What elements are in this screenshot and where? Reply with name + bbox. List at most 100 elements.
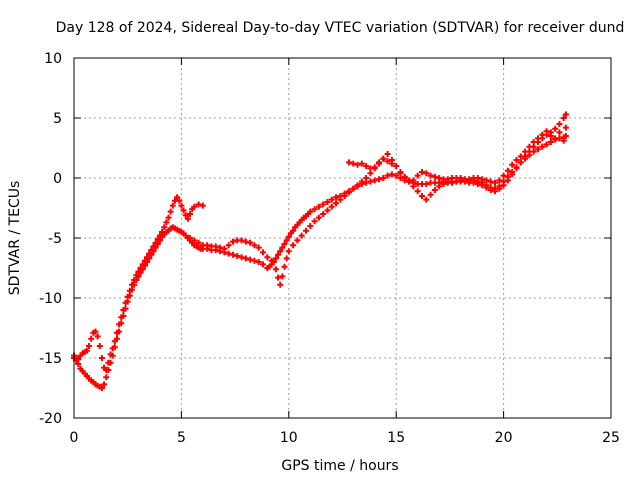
data-point <box>457 175 464 181</box>
data-point <box>492 188 499 195</box>
data-point <box>556 121 563 127</box>
data-point <box>504 177 511 184</box>
data-point <box>315 214 322 221</box>
data-point <box>133 272 140 279</box>
data-point <box>487 178 494 185</box>
data-point <box>275 274 282 281</box>
data-point <box>225 242 232 249</box>
data-point <box>562 111 569 118</box>
data-point <box>354 182 361 189</box>
data-point <box>543 128 550 135</box>
data-point <box>298 232 305 239</box>
data-point <box>500 182 507 189</box>
data-point <box>285 233 292 240</box>
data-point <box>204 242 211 249</box>
x-tick-label: 10 <box>280 430 298 446</box>
data-point <box>275 251 282 258</box>
data-point <box>311 218 318 225</box>
y-tick-label: -20 <box>39 411 62 427</box>
data-point <box>225 250 232 257</box>
data-point <box>169 202 176 209</box>
data-point <box>279 244 286 251</box>
data-point <box>410 183 417 190</box>
data-point <box>427 191 434 198</box>
data-point <box>268 257 275 264</box>
data-point <box>367 178 374 185</box>
data-point <box>255 244 262 251</box>
data-point <box>483 184 490 191</box>
data-point <box>479 176 486 183</box>
data-point <box>496 177 503 184</box>
data-point <box>547 133 554 139</box>
data-point <box>234 253 241 259</box>
data-point <box>397 170 404 177</box>
data-point <box>367 165 374 172</box>
data-points <box>71 111 569 391</box>
x-tick-label: 0 <box>70 430 79 446</box>
data-point <box>86 343 93 349</box>
data-point <box>75 356 82 363</box>
data-point <box>260 249 267 256</box>
data-point <box>285 248 292 255</box>
data-point <box>120 307 127 313</box>
data-point <box>388 160 395 167</box>
data-point <box>444 176 451 183</box>
data-point <box>414 188 421 195</box>
data-point <box>229 251 236 258</box>
data-point <box>363 163 370 169</box>
data-point <box>436 175 443 181</box>
data-point <box>350 185 357 192</box>
data-point <box>113 329 120 336</box>
data-point <box>328 196 335 203</box>
data-point <box>191 203 198 210</box>
data-point <box>260 261 267 268</box>
data-point <box>534 146 541 153</box>
data-point <box>423 181 430 187</box>
data-point <box>556 129 563 136</box>
data-point <box>184 215 191 222</box>
data-point <box>487 187 494 193</box>
x-tick-label: 20 <box>495 430 513 446</box>
data-point <box>513 165 520 172</box>
data-point <box>431 173 438 180</box>
data-point <box>560 115 567 121</box>
data-point <box>141 257 148 264</box>
data-point <box>324 199 331 205</box>
data-point <box>156 232 163 239</box>
data-point <box>139 261 146 268</box>
data-point <box>320 201 327 208</box>
data-point <box>191 237 198 244</box>
data-point <box>180 207 187 214</box>
data-point <box>307 223 314 229</box>
data-point <box>483 177 490 184</box>
data-point <box>311 206 318 213</box>
data-point <box>431 187 438 193</box>
grid-lines <box>74 58 611 418</box>
data-point <box>513 157 520 163</box>
data-point <box>474 181 481 187</box>
data-point <box>358 178 365 185</box>
data-point <box>83 347 90 354</box>
data-point <box>247 256 254 263</box>
data-point <box>150 243 157 250</box>
data-point <box>358 160 365 167</box>
data-point <box>418 169 425 175</box>
data-point <box>277 248 284 255</box>
data-point <box>277 281 284 288</box>
data-point <box>279 273 286 280</box>
data-point <box>333 194 340 201</box>
data-point <box>131 277 138 283</box>
data-point <box>517 153 524 160</box>
data-point <box>427 172 434 179</box>
data-point <box>272 255 279 262</box>
data-point <box>163 219 170 226</box>
data-point <box>159 229 166 235</box>
data-point <box>148 247 155 253</box>
y-tick-label: -15 <box>39 351 62 367</box>
data-point <box>401 175 408 181</box>
y-tick-label: 0 <box>53 171 62 187</box>
data-point <box>504 167 511 174</box>
data-point <box>543 141 550 148</box>
data-point <box>345 189 352 196</box>
data-point <box>384 151 391 157</box>
